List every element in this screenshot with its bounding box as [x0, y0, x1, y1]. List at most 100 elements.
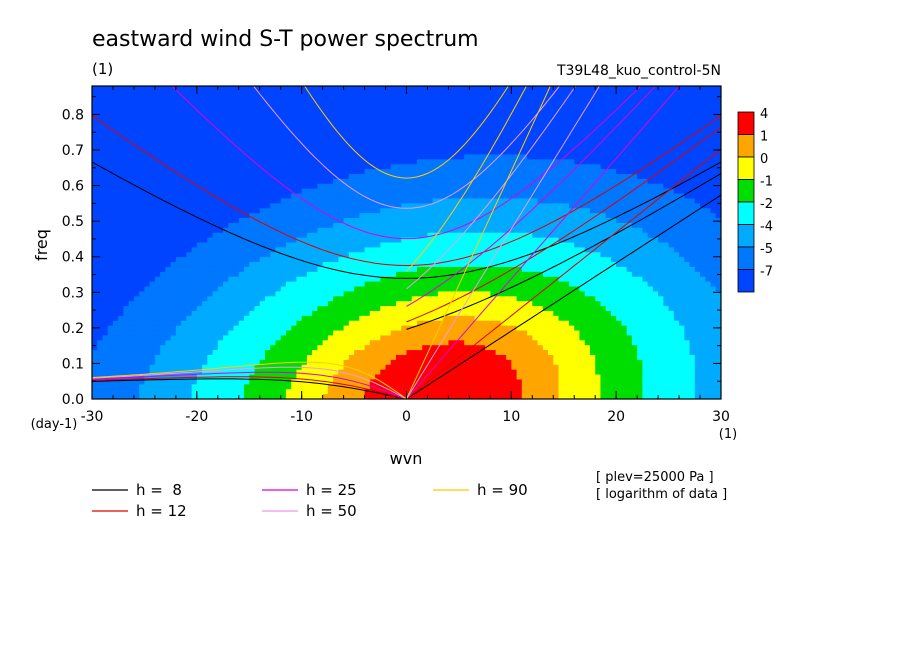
contour-cell: [443, 257, 450, 263]
contour-cell: [616, 281, 623, 288]
contour-cell: [123, 95, 130, 102]
contour-cell: [401, 227, 408, 234]
contour-cell: [416, 134, 423, 141]
contour-cell: [694, 169, 701, 175]
contour-cell: [595, 203, 602, 209]
contour-cell: [553, 120, 560, 126]
contour-cell: [406, 232, 413, 239]
contour-cell: [595, 242, 602, 248]
contour-cell: [448, 232, 455, 239]
contour-cell: [280, 134, 287, 141]
contour-cell: [684, 213, 691, 219]
contour-cell: [280, 188, 287, 195]
contour-cell: [385, 188, 392, 195]
contour-cell: [527, 213, 533, 219]
contour-cell: [217, 266, 224, 273]
contour-cell: [474, 183, 481, 190]
contour-cell: [149, 139, 156, 146]
contour-cell: [97, 120, 104, 126]
contour-cell: [652, 134, 659, 141]
contour-cell: [448, 149, 455, 156]
contour-cell: [658, 262, 664, 268]
contour-cell: [270, 193, 277, 200]
contour-cell: [694, 266, 701, 273]
contour-cell: [396, 266, 402, 273]
contour-cell: [595, 262, 602, 268]
contour-cell: [537, 125, 544, 131]
contour-cell: [437, 252, 444, 258]
contour-cell: [338, 286, 345, 293]
contour-cell: [710, 139, 717, 146]
contour-cell: [306, 174, 313, 180]
contour-cell: [233, 252, 240, 258]
contour-cell: [170, 271, 177, 278]
contour-cell: [568, 188, 575, 195]
contour-cell: [359, 90, 366, 97]
contour-cell: [443, 164, 450, 170]
contour-cell: [396, 262, 402, 268]
contour-cell: [128, 120, 135, 126]
contour-cell: [595, 125, 602, 131]
contour-cell: [610, 237, 617, 244]
contour-cell: [343, 222, 350, 229]
contour-cell: [474, 222, 481, 229]
contour-cell: [390, 110, 397, 116]
contour-cell: [453, 100, 460, 107]
contour-cell: [568, 232, 575, 239]
contour-cell: [170, 95, 177, 102]
contour-cell: [196, 90, 203, 97]
contour-cell: [658, 120, 664, 126]
contour-cell: [238, 222, 245, 229]
contour-cell: [600, 266, 607, 273]
contour-cell: [474, 159, 481, 165]
contour-cell: [160, 222, 166, 229]
contour-cell: [589, 110, 596, 116]
contour-cell: [406, 90, 413, 97]
contour-cell: [191, 286, 198, 293]
contour-cell: [202, 105, 208, 112]
contour-cell: [181, 271, 187, 278]
contour-cell: [485, 266, 491, 273]
contour-cell: [689, 242, 696, 248]
contour-cell: [631, 193, 638, 200]
contour-cell: [548, 95, 554, 102]
contour-cell: [637, 154, 643, 160]
contour-cell: [469, 90, 476, 97]
contour-cell: [616, 86, 623, 92]
contour-cell: [610, 198, 617, 204]
contour-cell: [694, 105, 701, 112]
contour-cell: [338, 110, 345, 116]
contour-cell: [416, 281, 423, 288]
contour-cell: [485, 227, 491, 234]
contour-cell: [464, 159, 470, 165]
contour-cell: [133, 149, 140, 156]
contour-cell: [411, 115, 418, 121]
contour-cell: [343, 183, 350, 190]
contour-cell: [144, 208, 151, 214]
contour-cell: [432, 169, 439, 175]
contour-cell: [233, 134, 240, 141]
contour-cell: [112, 169, 119, 175]
contour-cell: [181, 110, 187, 116]
contour-cell: [359, 198, 366, 204]
contour-cell: [485, 159, 491, 165]
contour-cell: [369, 149, 376, 156]
contour-cell: [133, 276, 140, 283]
contour-cell: [165, 139, 172, 146]
contour-cell: [663, 276, 670, 283]
contour-cell: [595, 252, 602, 258]
contour-cell: [212, 115, 219, 121]
contour-cell: [375, 208, 381, 214]
contour-cell: [621, 271, 628, 278]
contour-cell: [154, 154, 161, 160]
contour-cell: [500, 266, 507, 273]
contour-cell: [568, 110, 575, 116]
contour-cell: [506, 169, 512, 175]
contour-cell: [244, 130, 250, 136]
contour-cell: [668, 188, 675, 195]
contour-cell: [715, 90, 721, 97]
contour-cell: [196, 125, 203, 131]
contour-cell: [175, 178, 182, 185]
contour-cell: [563, 242, 570, 248]
contour-cell: [705, 208, 712, 214]
